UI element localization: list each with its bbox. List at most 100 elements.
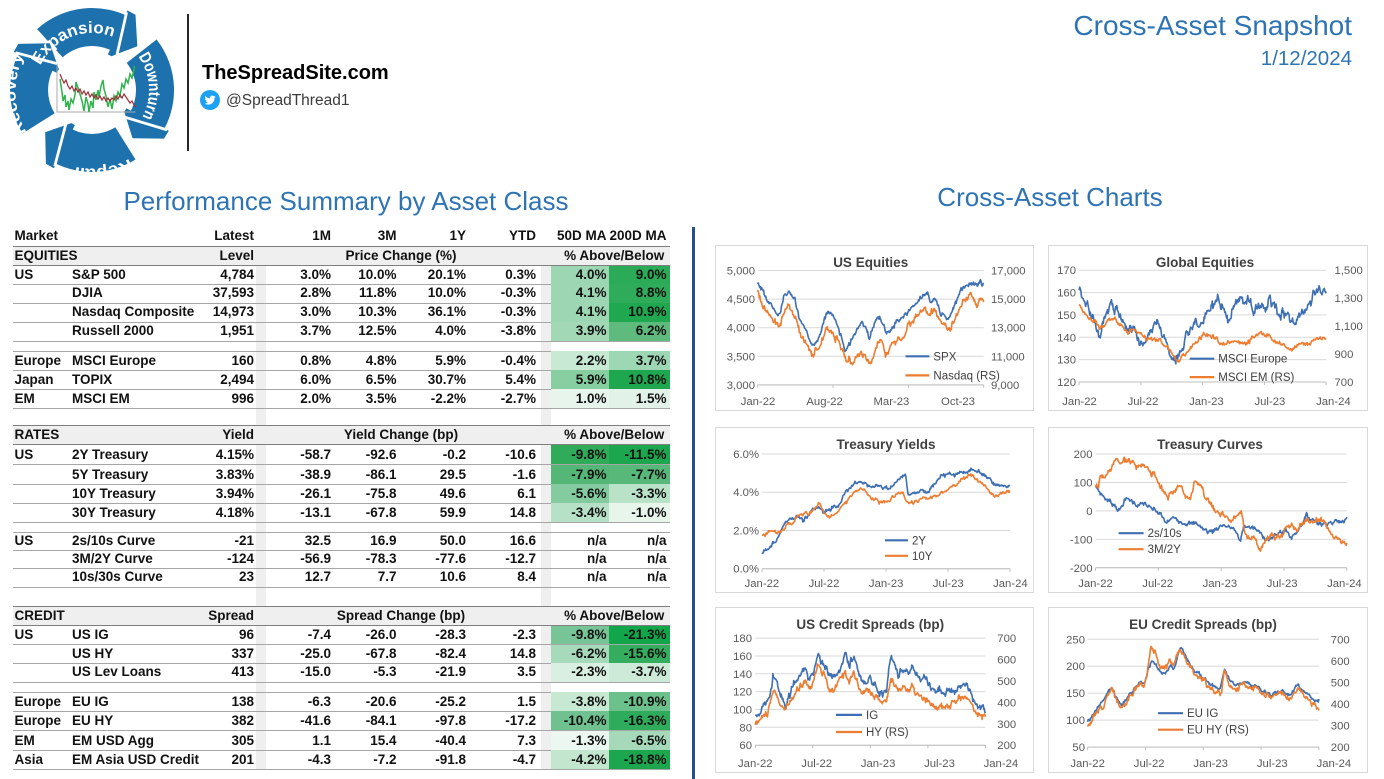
- svg-text:Jan-24: Jan-24: [984, 758, 1019, 770]
- svg-text:3,000: 3,000: [727, 380, 755, 392]
- svg-text:0: 0: [1086, 506, 1092, 518]
- svg-text:600: 600: [997, 655, 1016, 667]
- svg-text:17,000: 17,000: [991, 266, 1026, 278]
- svg-text:Jan-23: Jan-23: [869, 578, 904, 590]
- svg-text:Jan-22: Jan-22: [1062, 396, 1097, 408]
- svg-text:Jan-23: Jan-23: [1193, 758, 1228, 770]
- svg-text:3M/2Y: 3M/2Y: [1148, 544, 1182, 556]
- svg-text:2s/10s: 2s/10s: [1148, 528, 1182, 540]
- svg-text:Jul-22: Jul-22: [1128, 396, 1159, 408]
- svg-text:15,000: 15,000: [991, 294, 1026, 306]
- svg-text:Nasdaq (RS): Nasdaq (RS): [933, 370, 1000, 382]
- svg-text:0.0%: 0.0%: [733, 564, 759, 576]
- svg-text:130: 130: [1057, 355, 1076, 367]
- svg-text:Treasury Yields: Treasury Yields: [836, 437, 935, 452]
- svg-text:3,500: 3,500: [727, 351, 755, 363]
- svg-text:120: 120: [733, 687, 752, 699]
- svg-text:-100: -100: [1070, 534, 1093, 546]
- svg-text:500: 500: [997, 676, 1016, 688]
- svg-text:400: 400: [1331, 699, 1350, 711]
- svg-text:4,500: 4,500: [727, 294, 755, 306]
- svg-text:120: 120: [1057, 377, 1076, 389]
- svg-text:10Y: 10Y: [912, 551, 933, 563]
- svg-text:Jul-23: Jul-23: [1255, 396, 1286, 408]
- svg-text:HY (RS): HY (RS): [866, 727, 909, 739]
- svg-text:IG: IG: [866, 710, 878, 722]
- svg-text:Jan-22: Jan-22: [745, 578, 780, 590]
- svg-text:-200: -200: [1070, 563, 1093, 575]
- svg-text:300: 300: [1331, 721, 1350, 733]
- svg-text:250: 250: [1066, 634, 1085, 646]
- svg-text:1,100: 1,100: [1335, 321, 1363, 333]
- svg-text:4.0%: 4.0%: [733, 487, 759, 499]
- svg-text:160: 160: [733, 651, 752, 663]
- svg-text:140: 140: [1057, 332, 1076, 344]
- svg-text:Jan-24: Jan-24: [1327, 578, 1362, 590]
- svg-text:Jan-22: Jan-22: [1078, 578, 1113, 590]
- svg-text:EU HY (RS): EU HY (RS): [1187, 725, 1249, 737]
- svg-text:US Credit Spreads (bp): US Credit Spreads (bp): [796, 617, 944, 632]
- svg-text:SPX: SPX: [933, 351, 956, 363]
- svg-text:140: 140: [733, 669, 752, 681]
- svg-text:Jan-23: Jan-23: [861, 758, 896, 770]
- svg-text:Jul-23: Jul-23: [1267, 578, 1298, 590]
- svg-text:600: 600: [1331, 656, 1350, 668]
- svg-text:Jan-23: Jan-23: [1203, 578, 1238, 590]
- svg-text:US Equities: US Equities: [833, 255, 908, 270]
- svg-text:EU IG: EU IG: [1187, 708, 1218, 720]
- svg-text:180: 180: [733, 633, 752, 645]
- svg-text:50: 50: [1072, 742, 1085, 754]
- svg-text:150: 150: [1066, 688, 1085, 700]
- svg-text:13,000: 13,000: [991, 323, 1026, 335]
- svg-text:Jul-23: Jul-23: [1257, 758, 1288, 770]
- svg-text:MSCI Europe: MSCI Europe: [1218, 354, 1287, 366]
- svg-text:Jul-23: Jul-23: [924, 758, 955, 770]
- svg-text:5,000: 5,000: [727, 266, 755, 278]
- svg-text:900: 900: [1335, 349, 1354, 361]
- svg-text:Jul-22: Jul-22: [809, 578, 840, 590]
- svg-text:170: 170: [1057, 265, 1076, 277]
- svg-text:150: 150: [1057, 310, 1076, 322]
- svg-text:Jan-23: Jan-23: [1189, 396, 1224, 408]
- svg-text:100: 100: [1066, 715, 1085, 727]
- svg-text:Oct-23: Oct-23: [941, 396, 975, 408]
- svg-text:60: 60: [739, 740, 752, 752]
- svg-text:100: 100: [733, 705, 752, 717]
- svg-text:Jan-24: Jan-24: [993, 578, 1028, 590]
- svg-text:Jul-22: Jul-22: [1142, 578, 1173, 590]
- svg-text:Jul-22: Jul-22: [801, 758, 832, 770]
- svg-text:200: 200: [1066, 661, 1085, 673]
- svg-text:1,500: 1,500: [1335, 265, 1363, 277]
- svg-text:Aug-22: Aug-22: [806, 396, 842, 408]
- svg-text:Jan-22: Jan-22: [738, 758, 773, 770]
- svg-text:2Y: 2Y: [912, 535, 926, 547]
- svg-text:11,000: 11,000: [991, 351, 1025, 363]
- svg-text:700: 700: [1335, 377, 1354, 389]
- svg-text:160: 160: [1057, 288, 1076, 300]
- svg-text:200: 200: [1074, 449, 1093, 461]
- svg-text:Treasury Curves: Treasury Curves: [1157, 437, 1263, 452]
- svg-text:400: 400: [997, 697, 1016, 709]
- svg-text:200: 200: [1331, 742, 1350, 754]
- svg-text:Mar-23: Mar-23: [874, 396, 910, 408]
- svg-text:Jan-22: Jan-22: [741, 396, 776, 408]
- svg-text:6.0%: 6.0%: [733, 449, 759, 461]
- svg-text:Jan-22: Jan-22: [1070, 758, 1105, 770]
- svg-text:Jan-24: Jan-24: [1316, 396, 1351, 408]
- svg-text:Jul-23: Jul-23: [933, 578, 964, 590]
- svg-text:200: 200: [997, 740, 1016, 752]
- svg-text:1,300: 1,300: [1335, 293, 1363, 305]
- svg-text:300: 300: [997, 719, 1016, 731]
- svg-text:Global Equities: Global Equities: [1156, 255, 1254, 270]
- svg-text:700: 700: [997, 633, 1016, 645]
- svg-text:80: 80: [739, 722, 752, 734]
- svg-text:Jan-24: Jan-24: [1317, 758, 1352, 770]
- svg-text:Jul-22: Jul-22: [1134, 758, 1165, 770]
- svg-text:100: 100: [1074, 478, 1093, 490]
- svg-text:700: 700: [1331, 634, 1350, 646]
- svg-text:EU Credit Spreads (bp): EU Credit Spreads (bp): [1129, 617, 1277, 632]
- svg-text:MSCI EM (RS): MSCI EM (RS): [1218, 372, 1294, 384]
- svg-text:2.0%: 2.0%: [733, 526, 759, 538]
- svg-text:9,000: 9,000: [991, 380, 1019, 392]
- svg-text:4,000: 4,000: [727, 323, 755, 335]
